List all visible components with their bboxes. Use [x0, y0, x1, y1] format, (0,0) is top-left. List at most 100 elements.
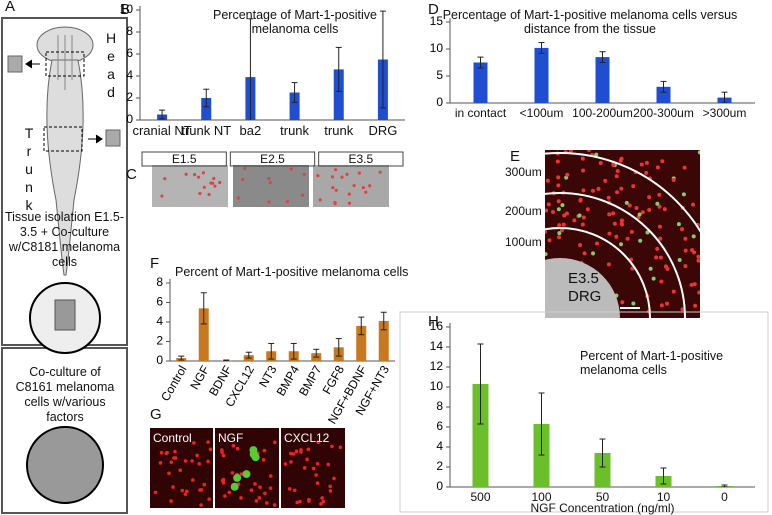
cell [316, 440, 321, 445]
cell [158, 461, 163, 465]
cell [294, 449, 299, 454]
cell [235, 446, 240, 451]
x-tick-label: BMP7 [296, 363, 325, 399]
cell [629, 229, 634, 234]
error-bar [599, 438, 606, 468]
cell [612, 221, 617, 226]
cell [267, 200, 271, 204]
cell [682, 165, 687, 170]
cell [257, 496, 262, 500]
group-box [318, 151, 404, 167]
group-label: E1.5 [171, 152, 197, 166]
cell [191, 478, 195, 482]
bar [472, 384, 489, 487]
cell [556, 183, 561, 188]
cell [331, 185, 335, 190]
cell [590, 188, 595, 193]
cell [192, 441, 196, 445]
cell [314, 473, 318, 477]
group-label: E2.5 [260, 152, 285, 166]
cell [559, 228, 564, 233]
cell [207, 192, 211, 197]
cell [545, 178, 550, 183]
cell [603, 178, 608, 183]
cell [334, 188, 338, 192]
cell [307, 499, 311, 503]
y-tick-label: 5 [436, 68, 443, 82]
cell [231, 443, 236, 448]
y-tick-label: 8 [436, 399, 443, 413]
ring-label: 100um [505, 235, 542, 249]
cell [316, 174, 320, 178]
cell [333, 201, 337, 206]
cell [568, 150, 573, 153]
cell [173, 449, 177, 454]
panel-letter: F [150, 255, 160, 272]
cell [619, 186, 624, 191]
x-tick-label: 200-300um [633, 106, 694, 120]
y-tick-label: 10 [430, 41, 444, 55]
cell [691, 202, 696, 207]
cell [352, 183, 356, 188]
cell [319, 502, 323, 506]
cell [565, 172, 570, 177]
error-bar [247, 18, 254, 120]
cell [596, 186, 601, 191]
cell [614, 174, 619, 179]
cell [321, 499, 326, 504]
cell [233, 473, 242, 482]
cell [267, 176, 271, 181]
cell [586, 150, 591, 153]
cell [178, 468, 183, 473]
cell [580, 222, 585, 227]
cell [659, 303, 664, 308]
cell [201, 171, 205, 175]
cell [697, 150, 700, 155]
cell [361, 185, 365, 190]
cell [223, 494, 227, 498]
panel-letter: E [510, 148, 521, 165]
cell [665, 301, 670, 306]
cell [680, 307, 685, 312]
cell [620, 300, 625, 305]
cell [230, 471, 235, 475]
cell [618, 158, 623, 163]
bar [289, 92, 300, 120]
cell [619, 218, 624, 223]
cell [264, 501, 269, 505]
error-bar [245, 351, 252, 359]
cell [345, 172, 349, 176]
cell [654, 255, 659, 260]
cell [202, 482, 207, 487]
error-bar [200, 292, 207, 325]
cell [193, 172, 197, 177]
cell [663, 264, 668, 269]
cell [289, 167, 294, 171]
cell [364, 190, 368, 194]
panel-frame [399, 311, 769, 513]
cell [657, 204, 662, 209]
error-bar [178, 355, 185, 361]
y-tick-label: 4 [436, 439, 443, 453]
cell [580, 156, 585, 161]
cell [198, 191, 202, 196]
y-tick-label: 15 [430, 14, 444, 28]
cell [659, 279, 664, 284]
bar [656, 86, 671, 103]
error-bar [335, 46, 342, 92]
cell [287, 487, 292, 491]
x-tick-label: 10 [656, 490, 671, 504]
cell [268, 181, 272, 185]
cell [236, 196, 240, 200]
tissue-label: E3.5 DRG [568, 270, 602, 305]
cell [647, 208, 652, 213]
cell [378, 170, 382, 174]
cell [658, 236, 663, 241]
bar [473, 62, 488, 103]
chart-title: Percent of Mart-1-positive melanoma cell… [580, 349, 724, 377]
error-bar [268, 342, 275, 360]
cell [160, 194, 164, 198]
cell [268, 474, 273, 478]
ring-label: 200um [505, 204, 542, 218]
